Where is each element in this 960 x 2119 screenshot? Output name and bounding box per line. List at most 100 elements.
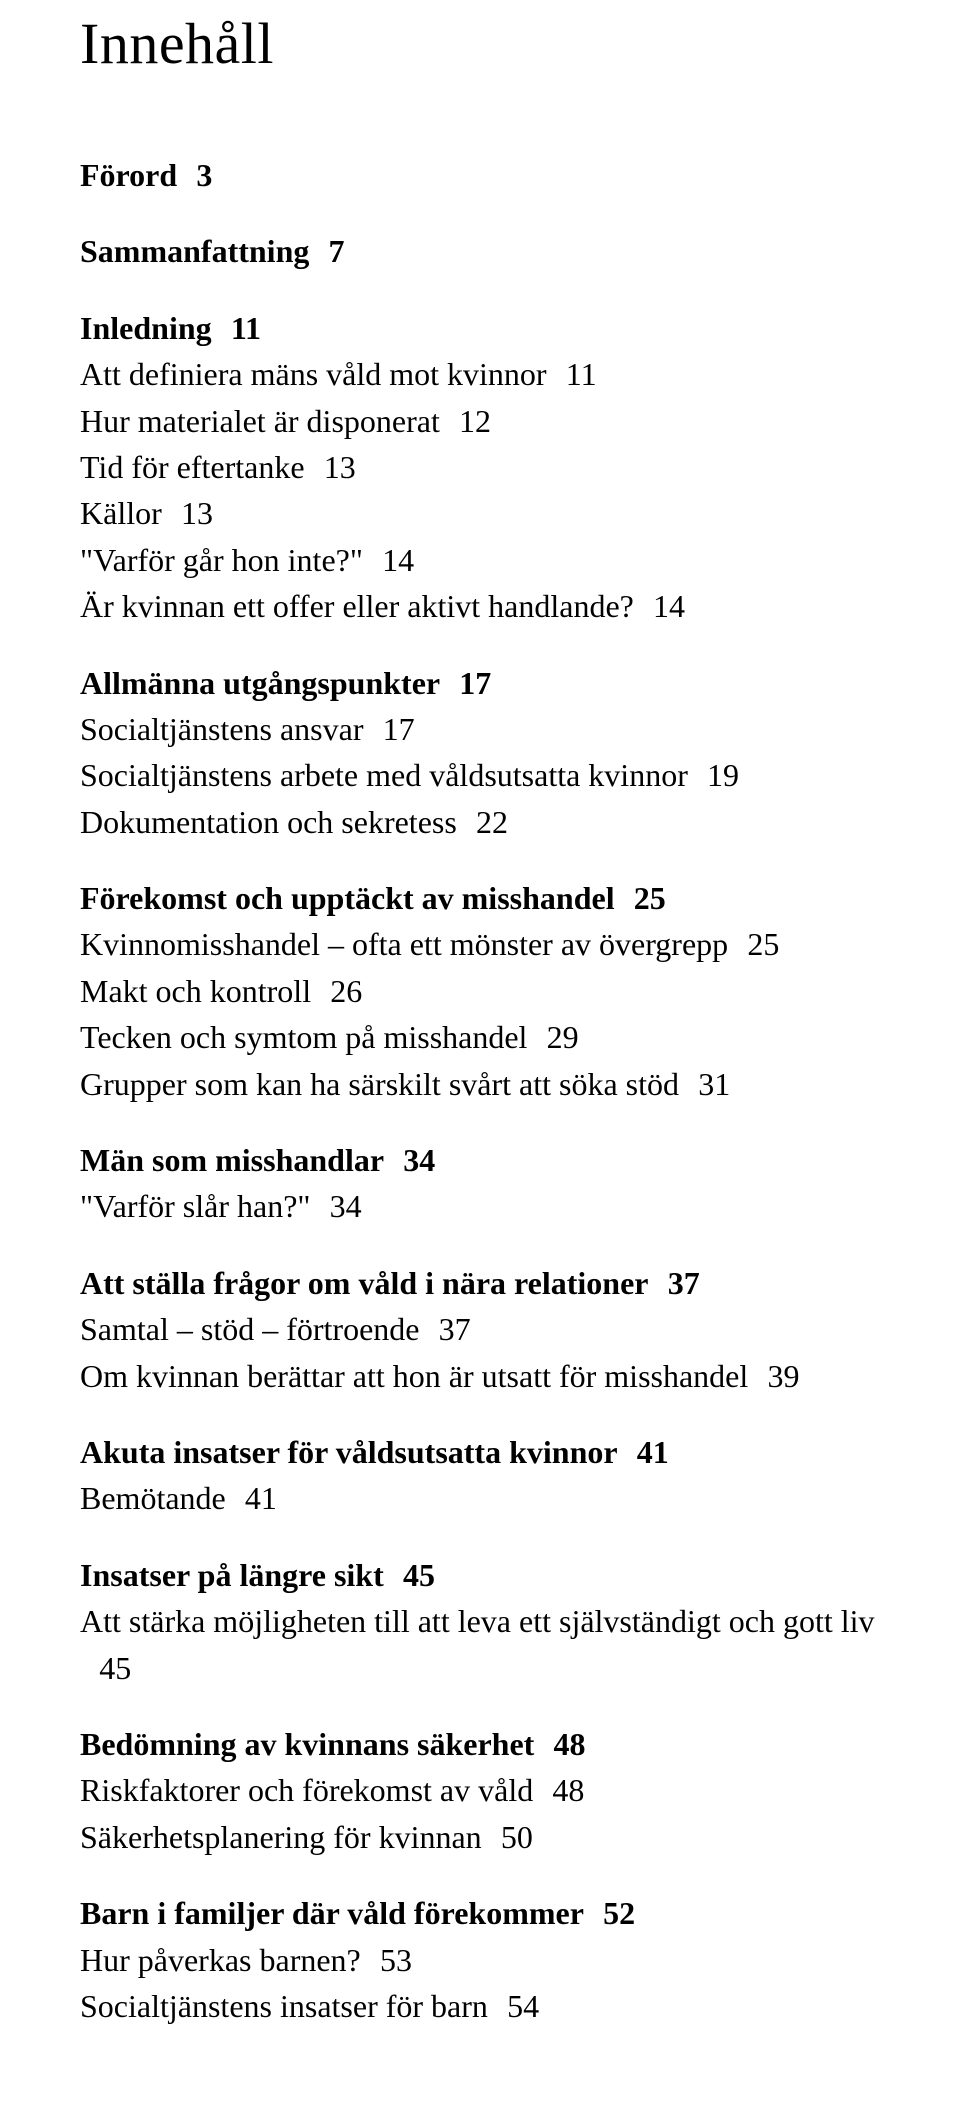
toc-item-page: 25 [747, 926, 779, 962]
toc-item-label: "Varför slår han?" [80, 1188, 310, 1224]
toc-item: Samtal – stöd – förtroende37 [80, 1306, 880, 1352]
toc-section: Förekomst och upptäckt av misshandel25Kv… [80, 875, 880, 1107]
toc-item-page: 13 [324, 449, 356, 485]
toc-heading-page: 48 [554, 1726, 586, 1762]
toc-item: Socialtjänstens ansvar 17 [80, 706, 880, 752]
toc-item-page: 39 [767, 1358, 799, 1394]
toc-item-page: 31 [698, 1066, 730, 1102]
toc-heading-label: Män som misshandlar [80, 1142, 384, 1178]
toc-section: Inledning11Att definiera mäns våld mot k… [80, 305, 880, 630]
toc-heading: Förekomst och upptäckt av misshandel25 [80, 875, 880, 921]
toc-item: Är kvinnan ett offer eller aktivt handla… [80, 583, 880, 629]
toc-heading: Bedömning av kvinnans säkerhet48 [80, 1721, 880, 1767]
toc-item-page: 13 [181, 495, 213, 531]
toc-item-label: Kvinnomisshandel – ofta ett mönster av ö… [80, 926, 728, 962]
toc-heading: Män som misshandlar 34 [80, 1137, 880, 1183]
toc-heading: Allmänna utgångspunkter 17 [80, 660, 880, 706]
toc-heading-label: Förekomst och upptäckt av misshandel [80, 880, 615, 916]
toc-item-label: Socialtjänstens arbete med våldsutsatta … [80, 757, 688, 793]
toc-heading-page: 37 [668, 1265, 700, 1301]
toc-item-label: Samtal – stöd – förtroende [80, 1311, 419, 1347]
toc-heading: Förord 3 [80, 152, 880, 198]
toc-item: Kvinnomisshandel – ofta ett mönster av ö… [80, 921, 880, 967]
toc-item-label: Makt och kontroll [80, 973, 311, 1009]
toc-heading: Insatser på längre sikt 45 [80, 1552, 880, 1598]
toc-heading-label: Barn i familjer där våld förekommer [80, 1895, 584, 1931]
toc-heading-label: Förord [80, 157, 177, 193]
toc-item-page: 19 [707, 757, 739, 793]
toc-heading-label: Akuta insatser för våldsutsatta kvinnor [80, 1434, 618, 1470]
toc-item-page: 41 [245, 1480, 277, 1516]
toc-heading-page: 34 [403, 1142, 435, 1178]
toc-item: Socialtjänstens insatser för barn54 [80, 1983, 880, 2029]
toc-item-label: Grupper som kan ha särskilt svårt att sö… [80, 1066, 679, 1102]
toc-item: Att definiera mäns våld mot kvinnor 11 [80, 351, 880, 397]
toc-item: "Varför går hon inte?" 14 [80, 537, 880, 583]
toc-item-page: 48 [552, 1772, 584, 1808]
toc-item-page: 12 [459, 403, 491, 439]
toc-item-label: Tid för eftertanke [80, 449, 305, 485]
toc-item-page: 11 [566, 356, 597, 392]
toc-section: Män som misshandlar 34 "Varför slår han?" 3… [80, 1137, 880, 1230]
toc-item-label: Säkerhetsplanering för kvinnan [80, 1819, 482, 1855]
toc-item: "Varför slår han?" 34 [80, 1183, 880, 1229]
toc-item-label: Socialtjänstens insatser för barn [80, 1988, 488, 2024]
toc-heading: Sammanfattning 7 [80, 228, 880, 274]
toc-section: Insatser på längre sikt 45 Att stärka möjl… [80, 1552, 880, 1691]
toc-item-page: 29 [547, 1019, 579, 1055]
toc-item-label: Hur påverkas barnen? [80, 1942, 361, 1978]
toc-heading-label: Allmänna utgångspunkter [80, 665, 440, 701]
toc-heading-page: 3 [196, 157, 212, 193]
toc-heading-label: Sammanfattning [80, 233, 309, 269]
toc-item-label: Dokumentation och sekretess [80, 804, 457, 840]
toc-item-page: 17 [383, 711, 415, 747]
toc-item-label: Tecken och symtom på misshandel [80, 1019, 527, 1055]
toc-item-label: Bemötande [80, 1480, 226, 1516]
toc-section: Förord 3 [80, 152, 880, 198]
toc-heading-page: 41 [637, 1434, 669, 1470]
toc-item: Grupper som kan ha särskilt svårt att sö… [80, 1061, 880, 1107]
toc-item-label: Riskfaktorer och förekomst av våld [80, 1772, 533, 1808]
toc-item: Tecken och symtom på misshandel 29 [80, 1014, 880, 1060]
toc-heading-label: Att ställa frågor om våld i nära relatio… [80, 1265, 649, 1301]
toc-heading-page: 52 [603, 1895, 635, 1931]
toc-heading: Barn i familjer där våld förekommer 52 [80, 1890, 880, 1936]
toc-section: Barn i familjer där våld förekommer 52 Hur… [80, 1890, 880, 2029]
toc-item-page: 26 [330, 973, 362, 1009]
toc-item: Riskfaktorer och förekomst av våld 48 [80, 1767, 880, 1813]
toc-item: Socialtjänstens arbete med våldsutsatta … [80, 752, 880, 798]
toc-heading-page: 7 [329, 233, 345, 269]
toc-item-page: 14 [382, 542, 414, 578]
toc-item-label: Att stärka möjligheten till att leva ett… [80, 1603, 875, 1639]
toc-item-label: Socialtjänstens ansvar [80, 711, 363, 747]
toc-section: Allmänna utgångspunkter17Socialtjänstens… [80, 660, 880, 846]
toc-heading: Akuta insatser för våldsutsatta kvinnor 4… [80, 1429, 880, 1475]
toc-item-label: Är kvinnan ett offer eller aktivt handla… [80, 588, 634, 624]
toc-section: Sammanfattning 7 [80, 228, 880, 274]
toc-item: Hur materialet är disponerat12 [80, 398, 880, 444]
toc-section: Att ställa frågor om våld i nära relatio… [80, 1260, 880, 1399]
toc-heading-label: Insatser på längre sikt [80, 1557, 384, 1593]
toc-section: Akuta insatser för våldsutsatta kvinnor 4… [80, 1429, 880, 1522]
toc-heading-page: 17 [459, 665, 491, 701]
toc-item: Säkerhetsplanering för kvinnan50 [80, 1814, 880, 1860]
toc-item: Att stärka möjligheten till att leva ett… [80, 1598, 880, 1691]
toc-heading-label: Inledning [80, 310, 212, 346]
toc-item-page: 34 [330, 1188, 362, 1224]
toc-heading: Inledning11 [80, 305, 880, 351]
toc-item-label: "Varför går hon inte?" [80, 542, 363, 578]
toc-heading: Att ställa frågor om våld i nära relatio… [80, 1260, 880, 1306]
toc-item: Källor13 [80, 490, 880, 536]
toc-item-label: Att definiera mäns våld mot kvinnor [80, 356, 547, 392]
toc-item: Dokumentation och sekretess 22 [80, 799, 880, 845]
toc-page: Innehåll Förord 3 Sammanfattning 7 Inledning… [0, 0, 960, 2119]
toc-item-page: 14 [653, 588, 685, 624]
toc-item-label: Om kvinnan berättar att hon är utsatt fö… [80, 1358, 748, 1394]
page-title: Innehåll [80, 10, 880, 77]
toc-section: Bedömning av kvinnans säkerhet48Riskfakt… [80, 1721, 880, 1860]
toc-item-page: 53 [380, 1942, 412, 1978]
toc-item-page: 22 [476, 804, 508, 840]
toc-item: Tid för eftertanke 13 [80, 444, 880, 490]
toc-heading-page: 45 [403, 1557, 435, 1593]
toc-item: Om kvinnan berättar att hon är utsatt fö… [80, 1353, 880, 1399]
